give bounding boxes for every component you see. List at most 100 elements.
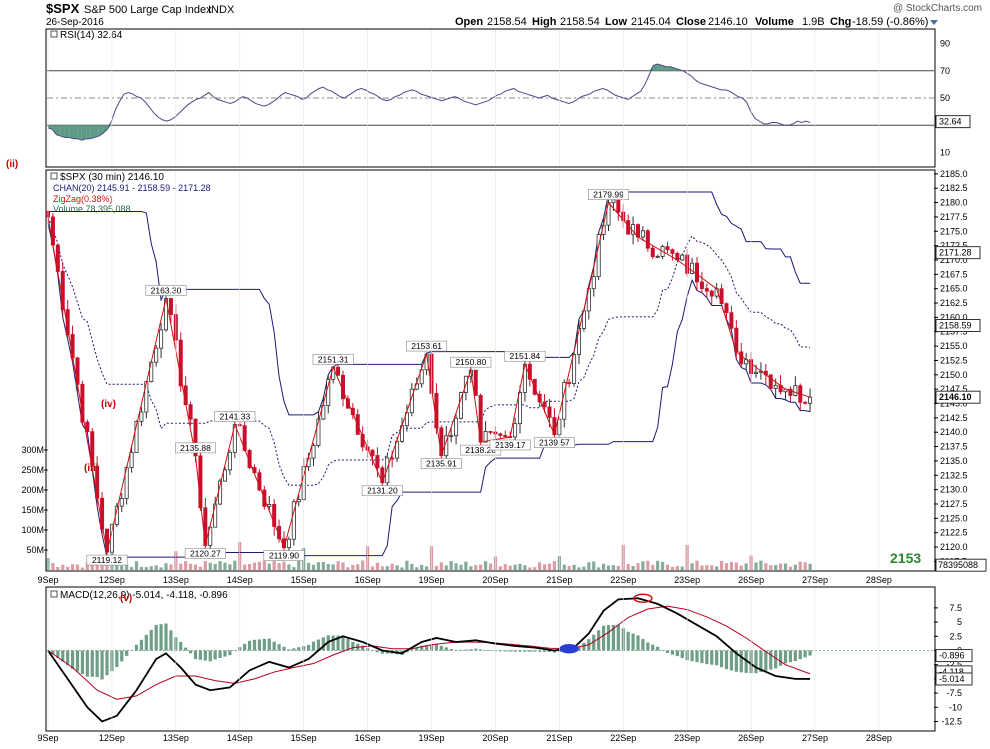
volume-bar [464,561,468,570]
rsi-oversold-fill [56,125,61,137]
rsi-overbought-fill [657,64,662,71]
macd-histogram-bar [420,645,424,651]
chart-date: 26-Sep-2016 [46,17,104,28]
rsi-oversold-fill [81,125,87,141]
candle-body [139,411,144,422]
volume-bar [577,567,581,570]
macd-histogram-bar [469,649,473,651]
macd-histogram-bar [769,650,773,670]
macd-histogram-bar [719,650,724,668]
price-annotation-box [263,550,305,561]
macd-histogram-bar [262,638,266,651]
macd-histogram-bar [228,650,232,656]
volume-bar [503,564,507,570]
macd-histogram-bar [523,650,527,652]
macd-histogram-bar [577,646,581,651]
volume-bar [587,562,591,570]
wave-label-v: (v) [120,593,132,604]
volume-bar [125,565,129,570]
channel-lower-line [47,223,811,558]
candle-body [272,504,277,527]
volume-bar [257,561,262,570]
price-annotation: 2163.30 [151,285,182,295]
rsi-oversold-fill [64,125,70,138]
candle-body [168,298,173,316]
candle-body [85,421,90,433]
price-annotation: 2179.99 [593,190,624,200]
macd-value: -5.014 [939,674,965,684]
volume-bar [243,564,247,570]
x-tick-label-macd: 23Sep [674,733,700,743]
candle-body [645,230,650,249]
volume-bar [218,561,222,570]
x-tick-label: 21Sep [546,575,572,585]
rsi-line [47,63,811,141]
macd-histogram-bar [508,650,512,652]
rsi-legend-swatch [50,30,58,38]
candle-body [296,499,301,503]
volume-bar [513,564,517,570]
macd-panel-frame [45,586,936,732]
macd-histogram-bar [582,642,586,651]
macd-histogram-bar [675,650,679,657]
dropdown-icon[interactable] [930,20,938,25]
price-annotation-box [420,458,462,469]
macd-histogram-bar [729,650,734,671]
macd-layer: -12.5-10-7.5-5-2.502.557.5-0.896-4.118-5… [46,593,973,726]
macd-histogram-bar [346,638,350,651]
macd-histogram-bar [764,650,768,671]
macd-tick-label: -2.5 [946,660,962,670]
macd-histogram-bar [331,635,335,651]
volume-bar [542,564,547,570]
macd-histogram-bar [213,650,217,660]
x-axis-layer: 9Sep 9Sep 12Sep 12Sep 13Sep 13Sep 14Sep 14Sep 15… [37,30,892,743]
volume-bar [592,561,596,570]
x-tick-label-macd: 28Sep [866,733,892,743]
ohlc-summary: Open 2158.54 High 2158.54 Low 2145.04 Cl… [455,16,938,28]
volume-bar [203,561,207,570]
volume-bar [719,560,724,570]
candle-body [311,445,316,459]
macd-histogram-bar [203,650,207,661]
macd-histogram-bar [410,649,414,651]
volume-bar [370,566,375,570]
macd-histogram-bar [646,642,650,651]
candle-body [729,312,734,329]
candle-body [616,199,621,213]
candle-body [567,382,572,384]
macd-histogram-bar [120,650,124,662]
volume-bar [665,564,670,570]
open-label: Open [455,16,483,28]
volume-bar [518,563,522,570]
macd-histogram-bar [734,650,738,672]
macd-histogram-bar [252,639,257,651]
candle-body [611,199,616,204]
volume-bar [129,567,134,570]
macd-tick-label: -10 [949,702,962,712]
x-tick-label-macd: 27Sep [802,733,828,743]
macd-histogram-bar [61,650,65,662]
macd-histogram-bar [690,650,694,662]
macd-histogram-bar [739,650,743,673]
macd-histogram-bar [370,650,375,651]
macd-tick-label: -7.5 [946,688,962,698]
volume-bar [223,562,227,570]
volume-bar [154,565,158,570]
volume-bar [326,563,330,570]
macd-histogram-bar [528,650,532,652]
price-annotation-box [450,356,492,368]
volume-bar [292,567,296,570]
volume-bar [798,561,802,570]
macd-histogram-bar [665,650,670,654]
candle-body [473,369,478,396]
volume-bar [695,560,699,570]
price-annotation-box [312,353,354,365]
price-tick-label: 2122.5 [940,528,968,538]
price-annotation-box [184,548,226,559]
volume-bar [528,567,532,570]
last-price-value: 2146.10 [939,392,972,402]
macd-line [47,597,811,723]
macd-histogram-bar [759,650,763,672]
